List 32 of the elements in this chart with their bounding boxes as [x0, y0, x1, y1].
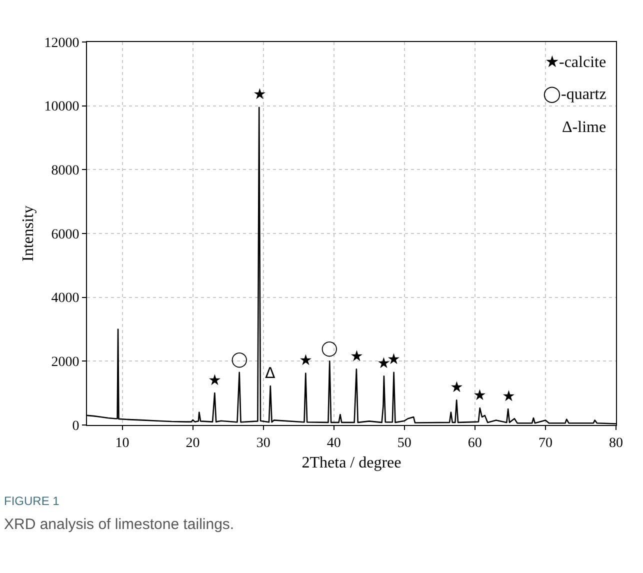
annotation: ★-calcite	[545, 54, 606, 71]
annotation: ★	[450, 378, 464, 396]
y-tick-label: 12000	[44, 36, 80, 51]
annotation: ◯-quartz	[543, 86, 606, 103]
annotation: ★	[299, 351, 312, 369]
y-tick-label: 10000	[44, 100, 80, 115]
y-tick-label: 6000	[51, 227, 80, 242]
annotation: ★	[253, 85, 266, 103]
annotation: ★	[473, 386, 486, 404]
annotation: ★	[502, 387, 516, 405]
annotation: Δ-lime	[562, 119, 606, 136]
annotation: ◯	[321, 339, 338, 357]
x-tick-label: 10	[115, 436, 130, 451]
x-tick-label: 70	[538, 436, 552, 451]
y-tick-label: 0	[72, 418, 80, 434]
x-axis-title: 2Theta / degree	[302, 454, 402, 472]
x-tick-label: 60	[468, 436, 482, 451]
text: XRD analysis of limestone tailings.	[4, 516, 234, 533]
y-tick-label: 2000	[51, 355, 80, 370]
annotation: ◯	[231, 350, 248, 368]
y-tick-label: 4000	[51, 291, 80, 306]
x-tick-label: 20	[186, 436, 200, 451]
y-axis-title: Intensity	[20, 206, 38, 262]
y-tick-label: 8000	[51, 164, 80, 179]
annotation: ★	[208, 371, 222, 389]
x-tick-label: 50	[397, 436, 412, 451]
annotation: ★	[350, 347, 364, 365]
x-tick-label: 80	[609, 436, 623, 451]
caption: FIGURE 1	[4, 494, 60, 508]
x-tick-label: 40	[326, 436, 341, 451]
x-tick-label: 30	[256, 436, 270, 451]
annotation: Δ	[265, 364, 276, 382]
